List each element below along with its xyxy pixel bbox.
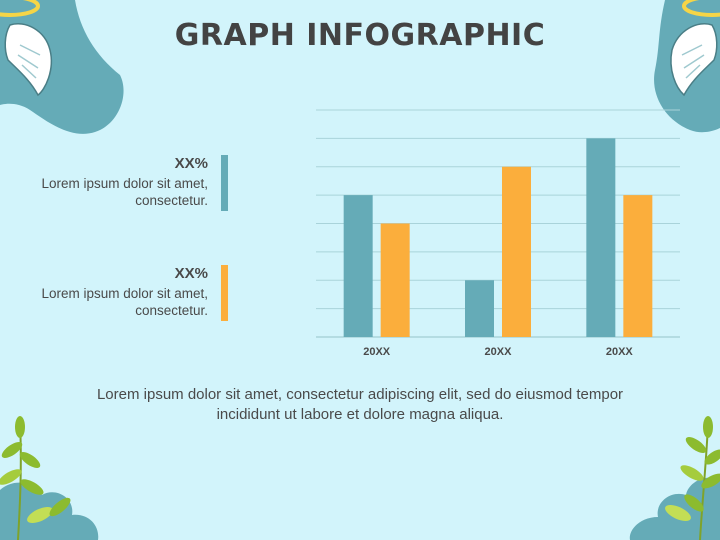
angel-wing-icon <box>670 23 718 97</box>
leaf-icon <box>665 416 720 540</box>
bar-series-2-category-2 <box>502 166 531 337</box>
leaf-icon <box>0 416 71 540</box>
legend-color-bar <box>221 265 228 321</box>
x-tick-label: 20XX <box>485 346 513 358</box>
bar-series-1-category-2 <box>465 280 494 337</box>
legend-item-1: XX% Lorem ipsum dolor sit amet, consecte… <box>40 155 230 215</box>
legend-item-2: XX% Lorem ipsum dolor sit amet, consecte… <box>40 265 230 325</box>
halo-icon <box>0 0 40 17</box>
corner-decoration-bottom-left <box>0 416 99 540</box>
corner-decoration-top-left <box>0 0 124 134</box>
legend-percent: XX% <box>174 265 208 282</box>
legend-description: Lorem ipsum dolor sit amet, consectetur. <box>41 176 208 208</box>
angel-wing-icon <box>4 23 52 97</box>
footer-text: Lorem ipsum dolor sit amet, consectetur … <box>96 386 624 423</box>
bar-series-1-category-1 <box>343 195 373 337</box>
corner-decoration-top-right <box>654 0 720 133</box>
x-tick-label: 20XX <box>606 346 634 358</box>
legend-description: Lorem ipsum dolor sit amet, consectetur. <box>41 286 208 318</box>
halo-icon <box>682 0 720 17</box>
corner-decoration-bottom-right <box>629 416 720 540</box>
bar-series-1-category-3 <box>586 138 616 337</box>
legend-percent: XX% <box>174 155 208 172</box>
bar-series-2-category-3 <box>623 195 653 337</box>
x-tick-label: 20XX <box>363 346 391 358</box>
bar-series-2-category-1 <box>380 223 410 337</box>
legend-color-bar <box>221 155 228 211</box>
page-title: GRAPH INFOGRAPHIC <box>174 18 546 53</box>
